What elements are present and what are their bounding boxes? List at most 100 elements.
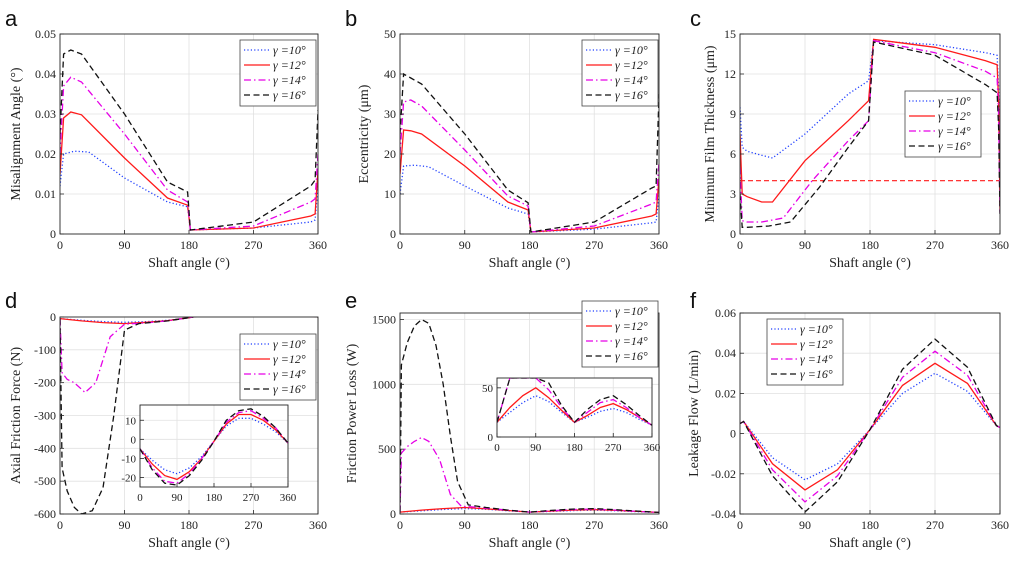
panel-b: 0 90 180 270 360 0 10 20 30 40 50 Shaft angle (°) Ec… [345,6,668,271]
panel-d-x-tick-label: 0 [57,518,63,532]
panel-c-x-tick-label: 270 [926,238,944,252]
panel-e-inset-x-tick-label: 180 [566,442,583,454]
panel-c-y-tick-label: 6 [730,147,736,161]
panel-c-y-tick-label: 15 [724,27,736,41]
panel-a-series-3 [60,76,318,231]
panel-c-legend-entry: γ =14° [938,124,971,138]
panel-e-x-tick-label: 360 [650,518,668,532]
panel-e-inset-y-tick-label: 0 [488,432,494,444]
panel-d-inset-x-tick-label: 360 [280,492,297,504]
panel-c-letter: c [690,6,701,31]
panel-d-y-tick-label: -500 [34,474,56,488]
panel-a-x-tick-label: 360 [309,238,327,252]
panel-b-x-tick-label: 180 [521,238,539,252]
panel-c-legend: γ =10°γ =12°γ =14°γ =16° [904,90,982,158]
panel-d-inset-y-tick-label: -10 [121,453,136,465]
panel-e-inset-x-tick-label: 90 [530,442,542,454]
panel-d-x-tick-label: 90 [119,518,131,532]
panel-d-inset-series-2 [140,413,288,481]
panel-c: 0 90 180 270 360 0 3 6 9 12 15 Shaft angle (°) Minim… [690,6,1009,271]
panel-b-x-tick-label: 90 [459,238,471,252]
panel-b-y-axis-label: Eccentricity (μm) [357,84,372,183]
panel-a-x-tick-label: 90 [119,238,131,252]
panel-b-y-tick-label: 10 [384,187,396,201]
panel-e-inset: 0 90 180 270 360 0 50 [482,377,661,454]
panel-f-y-tick-label: 0.04 [715,346,736,360]
panel-f-series-1 [740,372,1000,481]
panel-c-series-4 [740,41,1000,228]
panel-c-series-1 [740,40,1000,208]
panel-d-inset-x-tick-label: 90 [172,492,184,504]
panel-c-legend-entry: γ =10° [938,94,971,108]
panel-b-legend-entry: γ =16° [615,88,648,102]
panel-a-x-tick-label: 180 [180,238,198,252]
panel-e-inset-x-tick-label: 360 [644,442,661,454]
panel-e-x-tick-label: 90 [459,518,471,532]
panel-f-y-tick-label: 0.06 [715,306,736,320]
panel-d-inset-x-tick-label: 0 [137,492,143,504]
panel-a-series-4 [60,49,318,231]
panel-e-x-tick-label: 180 [521,518,539,532]
panel-e-y-axis-label: Friction Power Loss (W) [345,343,360,483]
panel-d-series-4 [60,317,318,514]
panel-a-y-tick-label: 0 [50,227,56,241]
panel-b-series-4 [400,72,659,233]
panel-e-inset-x-tick-label: 270 [605,442,622,454]
panel-e-inset-series-4 [497,378,652,426]
panel-d-inset-y-tick-label: 10 [125,415,137,427]
panel-f-x-tick-label: 270 [926,518,944,532]
panel-b-series-1 [400,164,659,233]
panel-e-x-axis-label: Shaft angle (°) [489,536,571,551]
panel-d-x-tick-label: 180 [180,518,198,532]
panel-f-series-4 [740,338,1000,513]
panel-d-y-axis-label: Axial Friction Force (N) [9,347,24,485]
panel-d-legend-entry: γ =14° [273,367,306,381]
panel-f-legend: γ =10°γ =12°γ =14°γ =16° [766,318,844,386]
panel-d-y-tick-label: -300 [34,409,56,423]
panel-e-legend: γ =10°γ =12°γ =14°γ =16° [581,300,659,368]
panel-c-x-axis-label: Shaft angle (°) [829,256,911,271]
panel-e-legend-box [581,300,659,368]
panel-d-inset-series-3 [140,410,288,484]
panel-b-x-axis-label: Shaft angle (°) [489,256,571,271]
panel-b-legend-box [581,39,659,107]
panel-d-legend-entry: γ =10° [273,337,306,351]
panel-d-x-tick-label: 270 [245,518,263,532]
panel-c-y-tick-label: 0 [730,227,736,241]
panel-b-x-tick-label: 0 [397,238,403,252]
panel-f-x-tick-label: 0 [737,518,743,532]
panel-c-legend-entry: γ =12° [938,109,971,123]
panel-a-legend-entry: γ =14° [273,73,306,87]
panel-d-y-tick-label: -400 [34,441,56,455]
panel-e-legend-entry: γ =14° [615,334,648,348]
panel-e-inset-y-tick-label: 50 [482,383,494,395]
panel-b-legend-entry: γ =12° [615,58,648,72]
panel-c-series-2 [740,38,1000,211]
panel-a-legend-entry: γ =12° [273,58,306,72]
panel-c-y-tick-label: 3 [730,187,736,201]
panel-d-inset-y-tick-label: -20 [121,472,136,484]
panel-f-legend-entry: γ =12° [800,337,833,351]
panel-e-letter: e [345,288,357,313]
panel-a-x-axis-label: Shaft angle (°) [148,256,230,271]
panel-c-legend-box [904,90,982,158]
panel-d-letter: d [5,288,17,313]
panel-b-legend-entry: γ =14° [615,73,648,87]
panel-b-x-tick-label: 270 [585,238,603,252]
panel-a-y-tick-label: 0.04 [35,67,56,81]
panel-c-x-tick-label: 0 [737,238,743,252]
panel-d-y-tick-label: -600 [34,507,56,521]
panel-d-inset-series-4 [140,408,288,486]
panel-c-x-tick-label: 180 [861,238,879,252]
panel-d-y-tick-label: -100 [34,343,56,357]
panel-e-x-tick-label: 0 [397,518,403,532]
panel-f-y-tick-label: 0 [730,427,736,441]
panel-d-inset-x-tick-label: 180 [206,492,223,504]
panel-f-x-axis-label: Shaft angle (°) [829,536,911,551]
panel-b-y-tick-label: 40 [384,67,396,81]
panel-d-inset-y-tick-label: 0 [131,434,137,446]
panel-e-x-tick-label: 270 [585,518,603,532]
panel-b-series-2 [400,129,659,233]
panel-b-y-tick-label: 0 [390,227,396,241]
